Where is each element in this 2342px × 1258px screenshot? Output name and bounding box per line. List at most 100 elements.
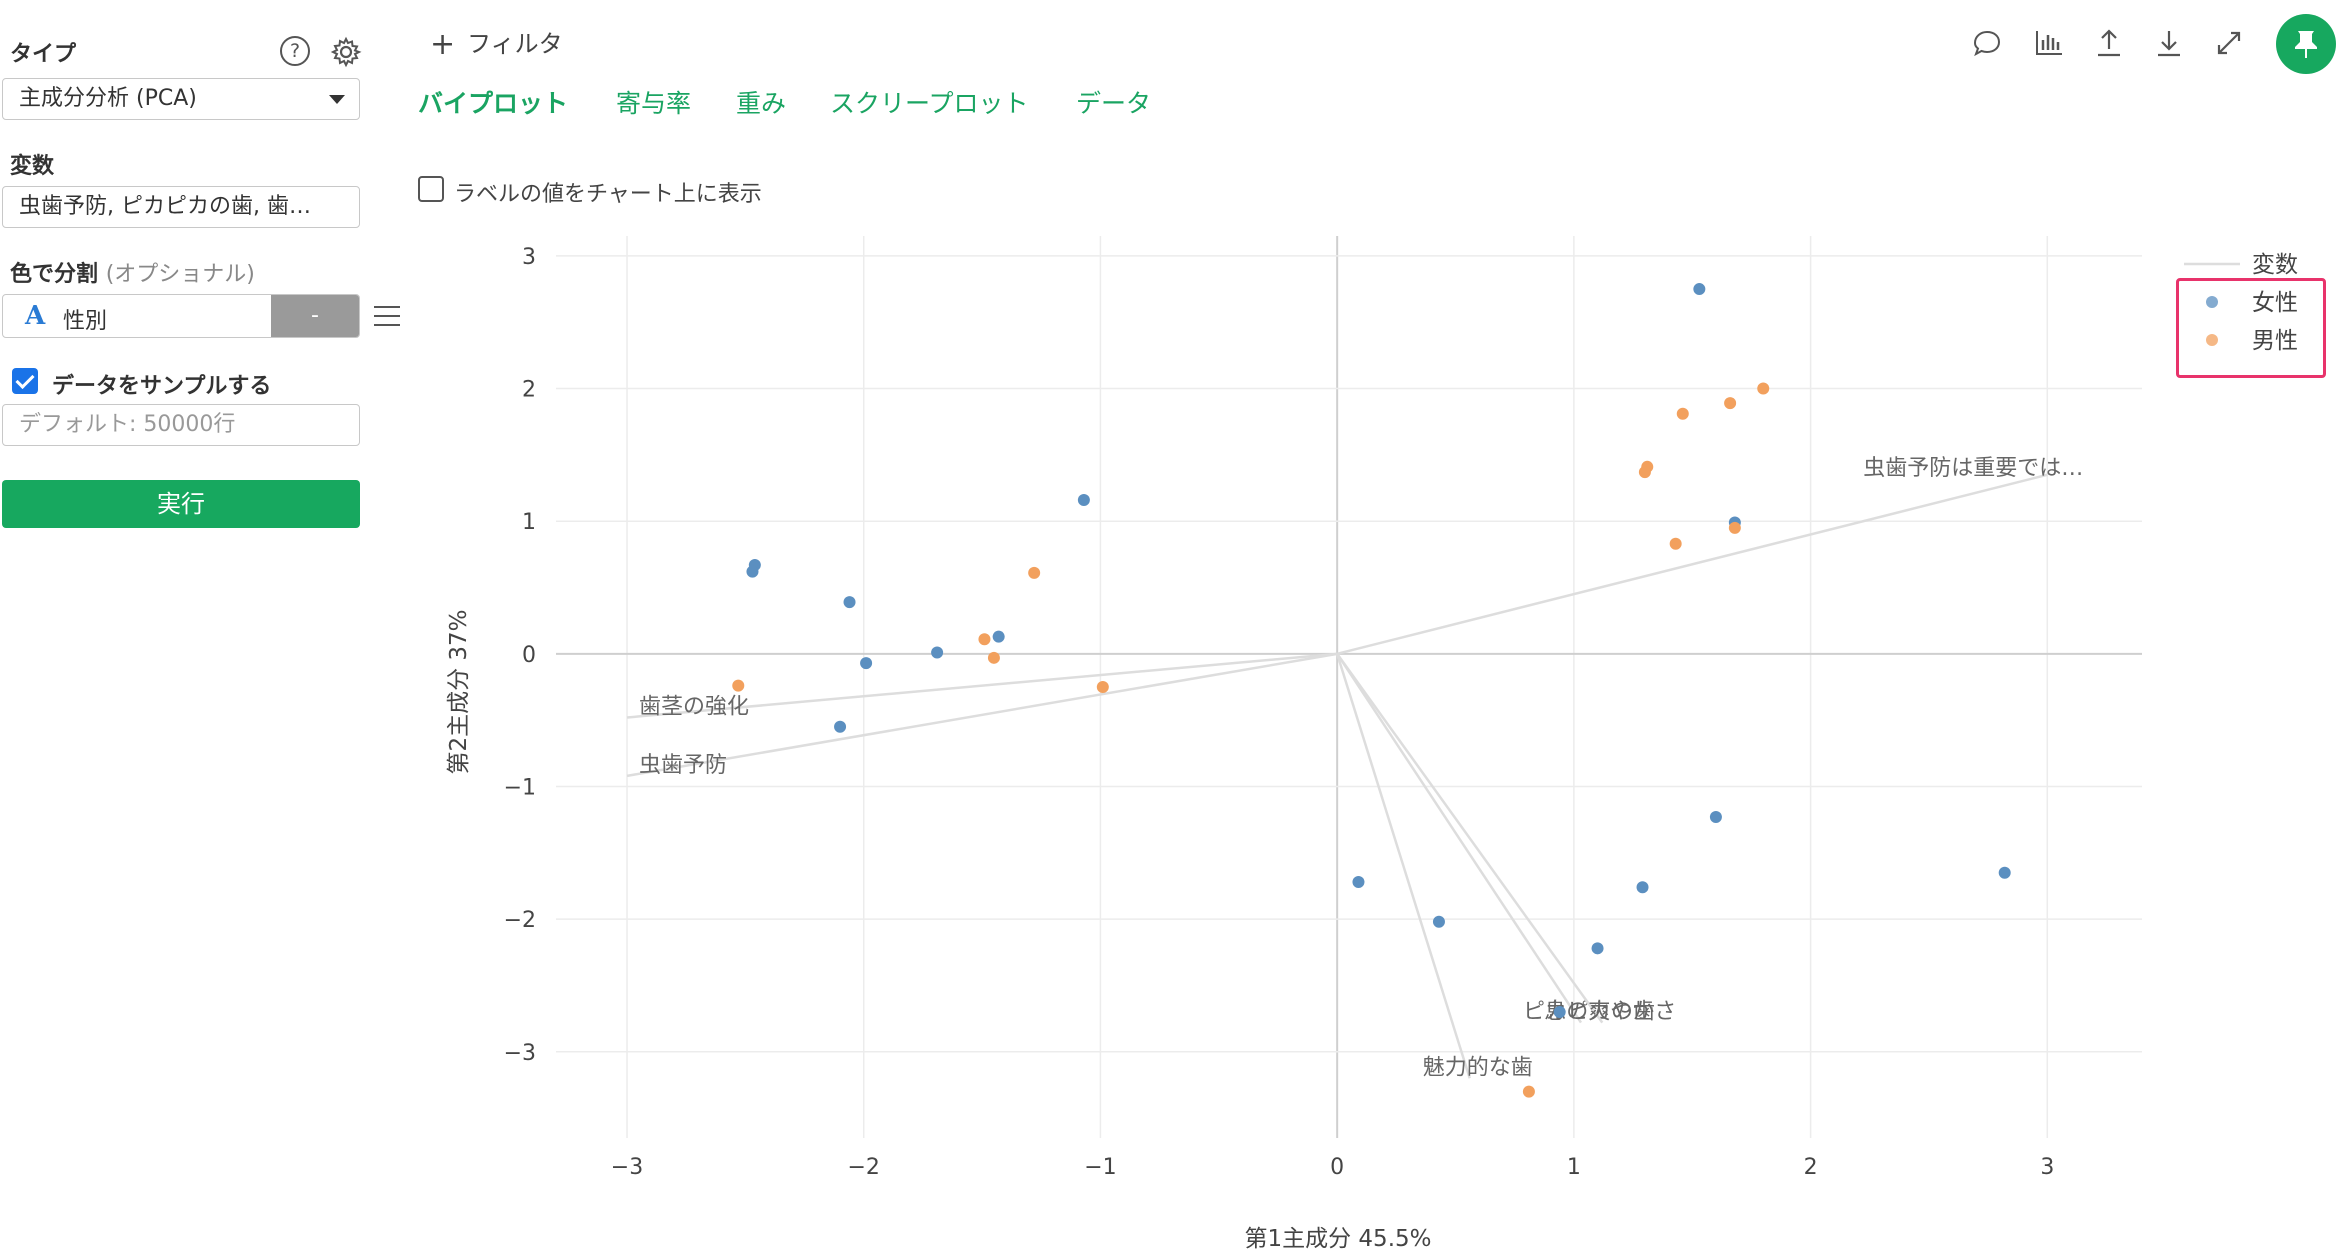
data-point <box>1553 1005 1566 1018</box>
data-point <box>1096 681 1109 693</box>
data-point <box>1077 493 1090 506</box>
color-split-clear-button[interactable]: - <box>271 295 359 337</box>
chevron-down-icon <box>329 95 345 104</box>
y-tick-label: −1 <box>504 775 536 800</box>
data-point <box>1693 283 1706 296</box>
color-split-label-text: 色で分割 <box>10 262 99 287</box>
show-labels-label: ラベルの値をチャート上に表示 <box>454 182 762 207</box>
type-select[interactable]: 主成分分析 (PCA) <box>2 78 360 120</box>
x-tick-label: −3 <box>611 1155 643 1180</box>
gear-icon[interactable] <box>330 36 362 68</box>
filter-label: フィルタ <box>467 30 563 58</box>
data-point <box>1757 382 1770 395</box>
loading-vector <box>626 652 1338 719</box>
y-tick-label: −2 <box>504 908 536 933</box>
color-split-label: 色で分割 (オプショナル) <box>10 256 255 288</box>
sample-checkbox[interactable] <box>12 368 38 394</box>
expand-icon[interactable] <box>2212 26 2246 60</box>
data-point <box>1638 466 1651 479</box>
sample-label: データをサンプルする <box>52 374 272 399</box>
type-select-value: 主成分分析 (PCA) <box>19 86 197 111</box>
data-point <box>732 679 745 692</box>
data-point <box>1591 942 1604 955</box>
legend-swatch <box>2206 334 2218 346</box>
menu-icon[interactable] <box>374 306 400 328</box>
x-tick-label: −2 <box>848 1155 880 1180</box>
variables-select[interactable]: 虫歯予防, ピカピカの歯, 歯… <box>2 186 360 228</box>
loading-vector <box>1336 653 1583 1024</box>
type-label: タイプ <box>10 42 77 67</box>
data-point <box>1724 397 1737 410</box>
data-point <box>1728 521 1741 534</box>
comment-icon[interactable] <box>1970 26 2004 60</box>
legend-entry: 男性 <box>2252 328 2298 354</box>
y-tick-label: 3 <box>522 245 536 270</box>
sample-size-input[interactable]: デフォルト: 50000行 <box>2 404 360 446</box>
data-point <box>1352 875 1365 888</box>
legend-swatch <box>2206 296 2218 308</box>
tab-contribution[interactable]: 寄与率 <box>616 89 692 118</box>
loading-vector <box>626 652 1338 778</box>
color-split-var: 性別 <box>63 309 108 334</box>
data-points <box>732 283 2011 1098</box>
data-point <box>843 596 856 609</box>
text-type-icon: A <box>25 301 46 331</box>
run-button[interactable]: 実行 <box>2 480 360 528</box>
x-tick-label: 3 <box>2040 1155 2054 1180</box>
chart-icon[interactable] <box>2032 26 2066 60</box>
data-point <box>987 651 1000 664</box>
tab-weights[interactable]: 重み <box>736 89 787 118</box>
y-tick-label: 2 <box>522 378 536 403</box>
data-point <box>1998 866 2011 879</box>
data-point <box>1028 566 1041 579</box>
data-point <box>1636 881 1649 894</box>
pin-icon <box>2295 31 2317 58</box>
data-point <box>834 720 847 733</box>
loading-vector <box>1336 653 1604 1024</box>
download-icon[interactable] <box>2152 26 2186 60</box>
data-point <box>1676 407 1689 420</box>
x-axis-label: 第1主成分 45.5% <box>1244 1226 1431 1252</box>
loading-label: 虫歯予防は重要では… <box>1863 456 2083 481</box>
legend-title: 変数 <box>2252 252 2298 278</box>
data-point <box>1432 915 1445 928</box>
legend-entry: 女性 <box>2252 290 2298 316</box>
tab-biplot[interactable]: バイプロット <box>418 89 569 118</box>
x-tick-label: 2 <box>1804 1155 1818 1180</box>
loading-vector <box>1335 653 1471 1079</box>
show-labels-checkbox[interactable] <box>418 176 444 202</box>
legend-highlight-box <box>2176 278 2326 378</box>
loading-label: 息の爽やかさ <box>1544 1000 1676 1025</box>
data-point <box>978 633 991 646</box>
pin-button[interactable] <box>2276 14 2336 74</box>
plus-icon: + <box>430 27 456 62</box>
data-point <box>746 565 759 578</box>
x-tick-label: 0 <box>1330 1155 1344 1180</box>
tab-data[interactable]: データ <box>1076 89 1152 118</box>
color-split-optional: (オプショナル) <box>105 262 255 287</box>
color-split-select[interactable]: A 性別 - <box>2 294 360 338</box>
x-tick-label: −1 <box>1084 1155 1116 1180</box>
config-panel: タイプ ? 主成分分析 (PCA) 変数 虫歯予防, ピカピカの歯, 歯… 色で… <box>0 0 400 1258</box>
data-point <box>931 646 944 659</box>
y-tick-label: 1 <box>522 510 536 535</box>
y-tick-label: −3 <box>504 1041 536 1066</box>
variables-label: 変数 <box>10 154 55 179</box>
variables-select-value: 虫歯予防, ピカピカの歯, 歯… <box>19 194 311 219</box>
sample-size-placeholder: デフォルト: 50000行 <box>19 412 236 437</box>
upload-icon[interactable] <box>2092 26 2126 60</box>
tab-scree-plot[interactable]: スクリープロット <box>830 89 1029 118</box>
x-tick-label: 1 <box>1567 1155 1581 1180</box>
help-icon[interactable]: ? <box>280 36 310 66</box>
axis-ticks: −3 −2 −1 0 1 2 3 −3 −2 −1 0 1 2 3 <box>504 245 2055 1180</box>
data-point <box>1669 537 1682 550</box>
y-axis-label: 第2主成分 37% <box>446 609 472 774</box>
loading-label: 歯茎の強化 <box>639 695 749 720</box>
grid <box>556 236 2142 1138</box>
y-tick-label: 0 <box>522 643 536 668</box>
add-filter-button[interactable]: + フィルタ <box>430 24 563 62</box>
loading-label: 虫歯予防 <box>639 753 727 778</box>
